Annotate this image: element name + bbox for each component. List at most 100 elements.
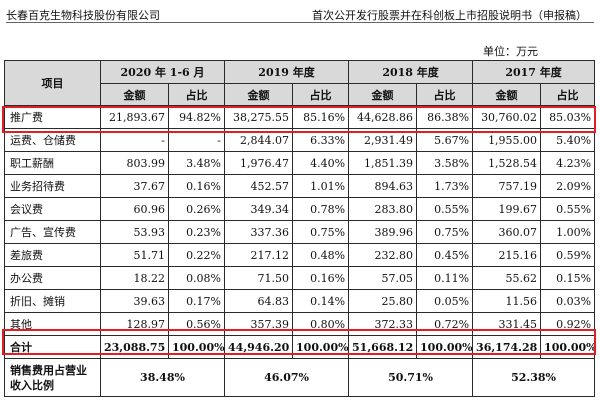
row-label: 合计 xyxy=(4,335,101,359)
cell: 232.80 xyxy=(348,243,418,267)
cell: 100.00% xyxy=(416,335,474,359)
cell: 0.45% xyxy=(416,243,474,267)
cell: 0.59% xyxy=(540,243,596,267)
total-row: 合计 23,088.75 100.00% 44,946.20 100.00% 5… xyxy=(4,335,596,359)
cell: 4.40% xyxy=(292,151,350,175)
row-label: 职工薪酬 xyxy=(4,151,101,175)
cell: 23,088.75 xyxy=(100,335,169,359)
cell: 0.15% xyxy=(540,266,596,290)
cell: 36,174.28 xyxy=(472,335,542,359)
cell: 894.63 xyxy=(348,174,418,198)
cell: 0.22% xyxy=(167,243,226,267)
period-header: 2020 年 1-6 月 xyxy=(99,60,226,84)
table-row: 差旅费 51.71 0.22% 217.12 0.48% 232.80 0.45% 215.1… xyxy=(4,243,596,267)
cell: 5.40% xyxy=(540,128,596,152)
cell: 0.55% xyxy=(540,197,596,221)
cell: 452.57 xyxy=(224,174,294,198)
row-label: 折旧、摊销 xyxy=(4,289,101,313)
cell: 0.26% xyxy=(167,197,226,221)
cell: 55.62 xyxy=(472,266,542,290)
table-row: 广告、宣传费 53.93 0.23% 337.36 0.75% 389.96 0.75% 36… xyxy=(4,220,596,244)
period-header-row: 项目 2020 年 1-6 月 2019 年度 2018 年度 2017 年度 xyxy=(4,60,596,106)
cell: 0.75% xyxy=(416,220,474,244)
company-name: 长春百克生物科技股份有限公司 xyxy=(6,9,160,22)
cell: 1,976.47 xyxy=(224,151,294,175)
cell: 0.75% xyxy=(292,220,350,244)
row-label: 办公费 xyxy=(4,266,101,290)
cell: 38,275.55 xyxy=(224,105,294,129)
cell: 3.48% xyxy=(167,151,226,175)
cell: 25.80 xyxy=(348,289,418,313)
cell: 0.78% xyxy=(292,197,350,221)
cell: 1,955.00 xyxy=(472,128,542,152)
cell: 0.11% xyxy=(416,266,474,290)
cell: 757.19 xyxy=(472,174,542,198)
row-label: 销售费用占营业收入比例 xyxy=(4,358,101,397)
sales-expense-table: 项目 2020 年 1-6 月 2019 年度 2018 年度 2017 年度 … xyxy=(4,60,596,397)
cell: 30,760.02 xyxy=(472,105,542,129)
unit-label: 单位：万元 xyxy=(483,45,538,58)
table-row: 其他 128.97 0.56% 357.39 0.80% 372.33 0.72% 331.4… xyxy=(4,312,596,336)
cell: 5.67% xyxy=(416,128,474,152)
cell: 0.92% xyxy=(540,312,596,336)
cell: - xyxy=(100,128,169,152)
cell: 1.01% xyxy=(292,174,350,198)
share-header: 占比 xyxy=(292,83,350,106)
document-title: 首次公开发行股票并在科创板上市招股说明书（申报稿） xyxy=(312,9,587,22)
cell: 2,931.49 xyxy=(348,128,418,152)
cell: 50.71% xyxy=(348,358,474,397)
cell: 1,851.39 xyxy=(348,151,418,175)
cell: 21,893.67 xyxy=(100,105,169,129)
cell: 372.33 xyxy=(348,312,418,336)
cell: 3.58% xyxy=(416,151,474,175)
cell: 2.09% xyxy=(540,174,596,198)
cell: 18.22 xyxy=(100,266,169,290)
cell: 2,844.07 xyxy=(224,128,294,152)
cell: 44,946.20 xyxy=(224,335,294,359)
cell: 71.50 xyxy=(224,266,294,290)
cell: 52.38% xyxy=(472,358,596,397)
row-label: 业务招待费 xyxy=(4,174,101,198)
share-header: 占比 xyxy=(540,83,596,106)
cell: 0.48% xyxy=(292,243,350,267)
sub-header-row: 金额 占比 金额 占比 金额 占比 金额 占比 xyxy=(5,83,596,106)
row-label: 推广费 xyxy=(4,105,101,129)
header-divider xyxy=(6,22,594,23)
table-row: 推广费 21,893.67 94.82% 38,275.55 85.16% 44,628.… xyxy=(4,105,596,129)
cell: - xyxy=(167,128,226,152)
cell: 85.16% xyxy=(292,105,350,129)
table-row: 业务招待费 37.67 0.16% 452.57 1.01% 894.63 1.73% 757… xyxy=(4,174,596,198)
table-row: 办公费 18.22 0.08% 71.50 0.16% 57.05 0.11% 55.62 0.… xyxy=(4,266,596,290)
cell: 57.05 xyxy=(348,266,418,290)
cell: 11.56 xyxy=(472,289,542,313)
cell: 1.73% xyxy=(416,174,474,198)
cell: 217.12 xyxy=(224,243,294,267)
table-row: 折旧、摊销 39.63 0.17% 64.83 0.14% 25.80 0.05% 11.56… xyxy=(4,289,596,313)
period-header: 2019 年度 xyxy=(224,60,350,84)
amount-header: 金额 xyxy=(472,83,542,106)
cell: 0.56% xyxy=(167,312,226,336)
cell: 283.80 xyxy=(348,197,418,221)
row-label: 会议费 xyxy=(4,197,101,221)
cell: 0.14% xyxy=(292,289,350,313)
cell: 0.16% xyxy=(292,266,350,290)
amount-header: 金额 xyxy=(348,83,418,106)
cell: 53.93 xyxy=(100,220,169,244)
cell: 803.99 xyxy=(100,151,169,175)
cell: 86.38% xyxy=(416,105,474,129)
cell: 337.36 xyxy=(224,220,294,244)
cell: 85.03% xyxy=(540,105,596,129)
cell: 64.83 xyxy=(224,289,294,313)
amount-header: 金额 xyxy=(100,83,169,106)
cell: 100.00% xyxy=(167,335,226,359)
table-row: 运费、仓储费 - -2,844.07 6.33% 2,931.49 5.67% 1,955.… xyxy=(4,128,596,152)
cell: 0.80% xyxy=(292,312,350,336)
share-header: 占比 xyxy=(167,83,226,106)
row-label: 差旅费 xyxy=(4,243,101,267)
page-header: 长春百克生物科技股份有限公司 首次公开发行股票并在科创板上市招股说明书（申报稿） xyxy=(0,4,600,24)
cell: 331.45 xyxy=(472,312,542,336)
ratio-row: 销售费用占营业收入比例 38.48% 46.07% 50.71% 52.38% xyxy=(4,358,596,397)
cell: 46.07% xyxy=(224,358,350,397)
cell: 357.39 xyxy=(224,312,294,336)
row-label: 广告、宣传费 xyxy=(4,220,101,244)
